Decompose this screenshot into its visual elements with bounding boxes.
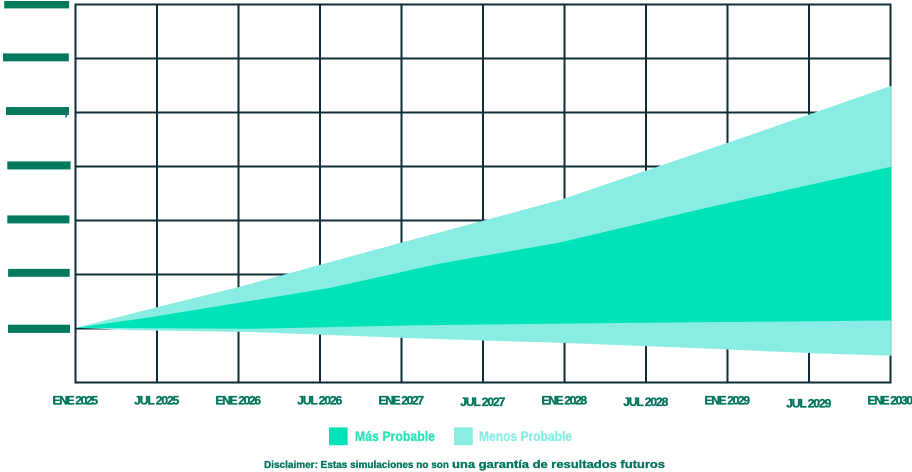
svg-text:JUL 2026: JUL 2026 <box>297 394 342 408</box>
svg-text:ENE 2030: ENE 2030 <box>868 394 912 408</box>
svg-text:Disclaimer: Estas simulaciones: Disclaimer: Estas simulaciones no son <box>264 460 449 471</box>
svg-text:ENE 2025: ENE 2025 <box>53 394 99 408</box>
svg-text:ENE 2026: ENE 2026 <box>216 394 262 408</box>
svg-text:una garantía de resultados fut: una garantía de resultados futuros <box>452 459 665 471</box>
svg-text:Menos Probable: Menos Probable <box>479 429 572 444</box>
svg-text:ENE 2028: ENE 2028 <box>542 394 588 408</box>
svg-text:JUL 2028: JUL 2028 <box>623 395 668 409</box>
svg-text:ENE 2029: ENE 2029 <box>705 394 751 408</box>
svg-text:JUL 2025: JUL 2025 <box>134 394 179 408</box>
svg-text:JUL 2029: JUL 2029 <box>786 397 831 411</box>
svg-text:ENE 2027: ENE 2027 <box>379 394 425 408</box>
svg-text:JUL 2027: JUL 2027 <box>460 395 505 409</box>
svg-text:Más Probable: Más Probable <box>355 429 435 444</box>
